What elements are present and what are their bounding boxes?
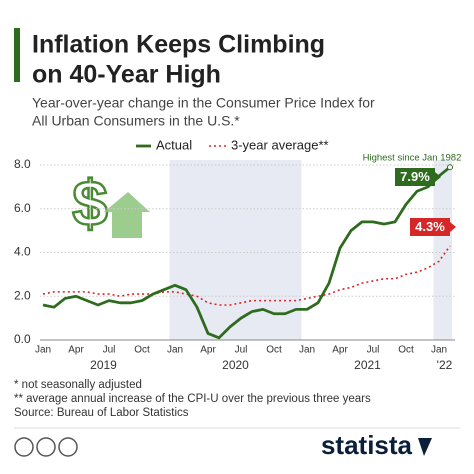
x-tick-label: Jan <box>35 345 51 356</box>
series-line <box>42 166 451 340</box>
year-label: 2021 <box>354 358 381 372</box>
value-label-box <box>410 218 450 236</box>
year-label: '22 <box>437 358 453 372</box>
legend-label: Actual <box>156 137 192 152</box>
value-label-pointer <box>435 172 441 182</box>
year-label: 2019 <box>90 358 117 372</box>
subtitle: Year-over-year change in the Consumer Pr… <box>32 95 375 111</box>
x-tick-label: Apr <box>68 345 84 356</box>
dollar-icon: $ <box>71 166 150 240</box>
x-tick-label: Apr <box>332 345 348 356</box>
chart-title: on 40-Year High <box>32 61 221 89</box>
footnote: Source: Bureau of Labor Statistics <box>14 407 189 419</box>
x-tick-label: Oct <box>266 345 282 356</box>
value-label: 7.9% <box>400 169 430 184</box>
x-tick-label: Oct <box>398 345 414 356</box>
legend-label: 3-year average** <box>231 137 329 152</box>
title-accent <box>14 28 20 82</box>
end-dot <box>447 164 453 171</box>
x-tick-label: Jan <box>167 345 183 356</box>
x-tick-label: Jul <box>103 345 116 356</box>
svg-text:$: $ <box>72 167 108 239</box>
footnote: ** average annual increase of the CPI-U … <box>14 393 371 405</box>
shade-band <box>433 160 452 340</box>
brand-mark <box>418 438 432 456</box>
x-tick-label: Jan <box>431 345 447 356</box>
x-tick-label: Apr <box>200 345 216 356</box>
y-tick-label: 0.0 <box>14 332 31 346</box>
chart-title: Inflation Keeps Climbing <box>32 31 325 59</box>
shade-band <box>169 160 302 340</box>
value-label-pointer <box>450 222 456 232</box>
x-tick-label: Jul <box>367 345 380 356</box>
y-tick-label: 8.0 <box>14 157 31 171</box>
annotation: Highest since Jan 1982 <box>363 153 462 164</box>
x-tick-label: Oct <box>134 345 150 356</box>
brand: statista <box>321 430 413 460</box>
y-tick-label: 4.0 <box>14 245 31 259</box>
subtitle: All Urban Consumers in the U.S.* <box>32 113 240 129</box>
y-tick-label: 6.0 <box>14 201 31 215</box>
license-icons <box>14 437 78 457</box>
series-line <box>42 245 451 306</box>
footnote: * not seasonally adjusted <box>14 379 142 391</box>
value-label: 4.3% <box>415 219 445 234</box>
value-label-box <box>395 168 435 186</box>
x-tick-label: Jan <box>299 345 315 356</box>
y-tick-label: 2.0 <box>14 288 31 302</box>
x-tick-label: Jul <box>235 345 248 356</box>
year-label: 2020 <box>222 358 249 372</box>
